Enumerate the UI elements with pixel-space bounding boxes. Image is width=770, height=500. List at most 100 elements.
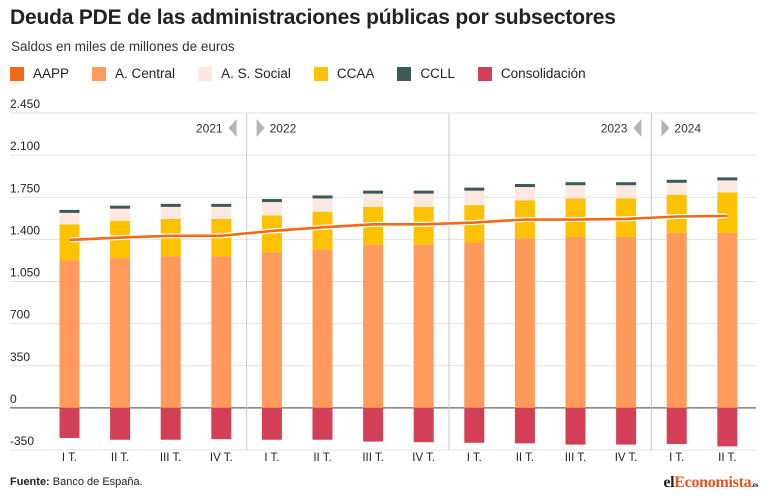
bar-segment [464, 407, 485, 443]
arrow-right-icon [256, 119, 265, 137]
bar-segment [363, 407, 384, 442]
aapp-line [69, 214, 728, 242]
bar-segment [363, 244, 384, 408]
bar-segment [261, 407, 282, 440]
bar-segment [717, 180, 738, 193]
bar-segment [160, 256, 181, 408]
legend-item: A. Central [92, 66, 175, 81]
legend-swatch [92, 66, 107, 81]
bar-segment [464, 190, 485, 206]
y-tick-label: 2.450 [10, 97, 40, 111]
bar-segment [59, 407, 80, 438]
bar-segment [363, 190, 384, 194]
bar-segment [717, 232, 738, 408]
brand-logo: elEconomista.es [663, 474, 758, 491]
legend-swatch [198, 66, 213, 81]
bar-segment [514, 407, 535, 444]
x-tick-label: III T. [160, 452, 182, 464]
legend-swatch [313, 66, 328, 81]
bar-segment [363, 193, 384, 207]
y-tick-label: 0 [10, 392, 17, 406]
period-label: 2023 [601, 122, 628, 136]
bar-segment [59, 260, 80, 408]
arrow-left-icon [228, 119, 237, 137]
bar-segment [616, 407, 637, 445]
y-tick-label: 700 [10, 308, 30, 322]
bar-segment [110, 208, 131, 221]
legend-item: AAPP [10, 66, 69, 81]
legend-label: Consolidación [500, 66, 586, 81]
bar-segment [514, 187, 535, 201]
bar-segment [464, 187, 485, 191]
chart-subtitle: Saldos en miles de millones de euros [11, 39, 235, 54]
arrow-right-icon [661, 119, 670, 137]
y-tick-label: 350 [10, 350, 30, 364]
bar-segment [312, 407, 333, 440]
legend-item: CCAA [313, 66, 375, 81]
bar-segment [160, 203, 181, 207]
bar-segment [59, 212, 80, 225]
bar-segment [565, 236, 586, 408]
bar-segment [616, 185, 637, 199]
bar-segment [413, 407, 434, 443]
bar-segment [717, 407, 738, 447]
bar-segment [514, 184, 535, 188]
bar-segment [261, 215, 282, 253]
bar-segment [211, 256, 232, 408]
bar-segment [110, 258, 131, 408]
arrow-left-icon [633, 119, 642, 137]
bar-segment [110, 205, 131, 209]
legend-label: CCLL [420, 66, 455, 81]
y-tick-label: -350 [10, 434, 34, 448]
x-tick-label: II T. [516, 452, 534, 464]
bar-segment [413, 244, 434, 408]
bar-segment [666, 232, 687, 408]
x-tick-label: III T. [362, 452, 384, 464]
x-tick-label: I T. [467, 452, 482, 464]
y-tick-label: 1.050 [10, 266, 40, 280]
source-note: Fuente: Banco de España. [10, 476, 143, 488]
chart-legend: AAPP A. Central A. S. Social CCAA CCLL Consol… [10, 66, 609, 81]
bar-segment [666, 179, 687, 183]
bar-segment [211, 407, 232, 440]
legend-label: A. Central [115, 66, 176, 81]
source-label: Fuente: [10, 476, 50, 488]
x-tick-label: IV T. [412, 452, 435, 464]
bar-segment [312, 211, 333, 250]
y-tick-label: 1.400 [10, 223, 40, 237]
bar-segment [211, 203, 232, 207]
legend-item: A. S. Social [198, 66, 291, 81]
legend-item: Consolidación [477, 66, 586, 81]
chart-title: Deuda PDE de las administraciones públic… [10, 6, 616, 29]
bar-segment [717, 192, 738, 233]
x-tick-label: I T. [264, 452, 279, 464]
x-tick-label: IV T. [615, 452, 638, 464]
x-tick-label: II T. [718, 452, 736, 464]
bar-segment [110, 407, 131, 440]
bar-segment [59, 224, 80, 261]
bar-segment [261, 252, 282, 408]
legend-label: AAPP [33, 66, 70, 81]
legend-swatch [10, 66, 24, 81]
period-label: 2021 [196, 122, 223, 136]
legend-label: CCAA [336, 66, 375, 81]
bar-segment [514, 238, 535, 408]
source-text: Banco de España. [52, 476, 143, 488]
bar-segment [565, 407, 586, 445]
legend-label: A. S. Social [221, 66, 291, 81]
bar-segment [565, 182, 586, 186]
x-tick-label: III T. [565, 452, 587, 464]
bar-segment [616, 236, 637, 408]
bar-segment [160, 407, 181, 440]
x-tick-label: II T. [313, 452, 331, 464]
bar-segment [211, 206, 232, 219]
bar-segment [160, 206, 181, 219]
bar-segment [666, 194, 687, 233]
period-label: 2022 [270, 122, 297, 136]
legend-swatch [477, 66, 492, 81]
bar-segment [616, 182, 637, 186]
bar-segment [717, 177, 738, 181]
x-tick-label: I T. [62, 452, 77, 464]
bar-segment [312, 249, 333, 408]
x-tick-label: II T. [111, 452, 129, 464]
